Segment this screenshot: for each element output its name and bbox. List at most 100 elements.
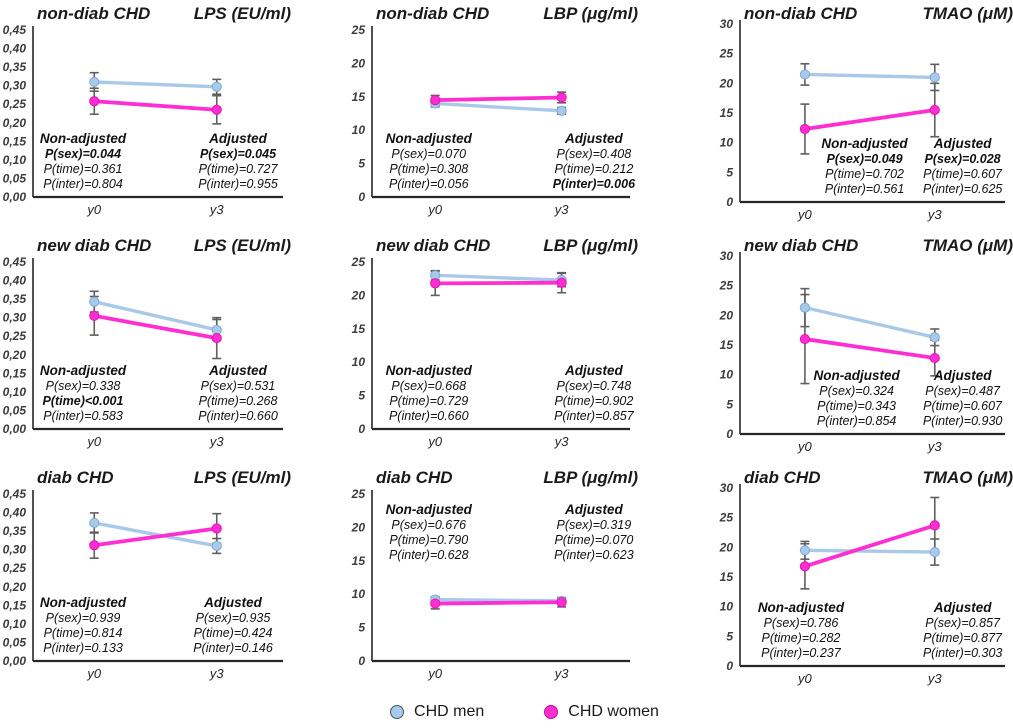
annotation-line: P(sex)=0.857 (925, 616, 1001, 630)
y-tick-label: 20 (351, 288, 366, 302)
group-title: new diab CHD (376, 236, 490, 255)
data-point-men (211, 540, 222, 552)
annotation-line: P(time)=0.070 (554, 533, 633, 547)
data-point-women (799, 561, 811, 572)
annotation-title: Adjusted (933, 600, 993, 615)
annotation-adjusted: AdjustedP(sex)=0.319P(time)=0.070P(inter… (554, 502, 634, 562)
x-tick-label: y3 (927, 207, 943, 222)
x-tick-label: y3 (554, 434, 570, 449)
annotation-line: P(time)=0.877 (923, 631, 1003, 645)
x-tick-label: y3 (209, 666, 225, 681)
data-point-men (89, 296, 100, 307)
y-tick-label: 0,10 (3, 385, 27, 399)
y-tick-label: 0,25 (3, 561, 27, 575)
x-tick-label: y0 (797, 207, 813, 222)
annotation-title: Adjusted (208, 363, 268, 378)
y-tick-label: 0,20 (3, 116, 27, 130)
y-tick-label: 0,30 (3, 543, 27, 557)
annotation-line: P(time)=0.268 (199, 394, 278, 408)
y-tick-label: 30 (720, 249, 734, 263)
annotation-title: Adjusted (933, 136, 993, 151)
annotation-line: P(inter)=0.660 (198, 409, 278, 423)
y-tick-label: 15 (720, 570, 734, 584)
data-point-women (89, 540, 100, 551)
annotation-adjusted: AdjustedP(sex)=0.045P(time)=0.727P(inter… (198, 131, 278, 191)
x-tick-label: y0 (86, 666, 102, 681)
annotation-line: P(sex)=0.028 (925, 152, 1001, 166)
legend-label-women: CHD women (568, 703, 659, 720)
y-tick-label: 20 (719, 76, 734, 90)
annotation-non-adjusted: Non-adjustedP(sex)=0.676P(time)=0.790P(i… (386, 502, 473, 562)
annotation-line: P(inter)=0.628 (389, 548, 469, 562)
annotation-adjusted: AdjustedP(sex)=0.748P(time)=0.902P(inter… (554, 363, 635, 423)
chart-diab-chd-tmao: diab CHD TMAO (μM) 0 5 10 15 20 25 30 y0 y3 Non-adj… (680, 464, 1013, 696)
annotation-line: P(sex)=0.676 (391, 518, 466, 532)
data-point-women (211, 104, 222, 115)
annotation-title: Non-adjusted (386, 502, 473, 517)
annotation-line: P(time)=0.212 (554, 162, 633, 176)
annotation-line: P(time)=0.282 (762, 631, 841, 645)
chart-plot: new diab CHD LPS (EU/ml) 0,00 0,05 0,10 0,15 0… (3, 236, 292, 449)
data-point-women (929, 520, 940, 531)
annotation-title: Non-adjusted (386, 363, 473, 378)
women-swatch-icon (544, 705, 559, 719)
y-tick-label: 0 (726, 659, 733, 673)
x-tick-label: y0 (797, 671, 813, 686)
y-tick-label: 0 (358, 422, 365, 436)
data-point-men (89, 517, 100, 529)
data-point-women (929, 352, 940, 364)
y-tick-label: 25 (719, 511, 734, 525)
annotation-line: P(inter)=0.854 (817, 414, 897, 428)
measure-title: TMAO (μM) (922, 236, 1013, 255)
annotation-line: P(inter)=0.056 (389, 177, 469, 191)
series-line-women (803, 523, 937, 569)
chart-plot: diab CHD LBP (μg/ml) 0 5 10 15 20 25 y0 y3 Non-adj… (351, 468, 639, 681)
annotation-line: P(inter)=0.930 (923, 414, 1003, 428)
annotation-title: Adjusted (564, 131, 624, 146)
annotation-line: P(time)=0.902 (554, 394, 633, 408)
annotation-line: P(inter)=0.303 (923, 646, 1003, 660)
data-point-men (799, 302, 811, 313)
annotation-line: P(sex)=0.935 (196, 611, 271, 625)
y-tick-label: 0 (358, 190, 365, 204)
legend-item-men: CHD men (390, 703, 484, 721)
series-line-women (803, 337, 937, 360)
y-tick-label: 10 (720, 136, 734, 150)
annotation-title: Non-adjusted (40, 363, 127, 378)
annotation-non-adjusted: Non-adjustedP(sex)=0.786P(time)=0.282P(i… (758, 600, 845, 660)
x-tick-label: y0 (427, 666, 443, 681)
annotation-title: Non-adjusted (821, 136, 908, 151)
annotation-title: Non-adjusted (386, 131, 473, 146)
x-tick-label: y3 (209, 202, 225, 217)
annotation-line: P(inter)=0.237 (761, 646, 842, 660)
annotation-title: Adjusted (203, 595, 263, 610)
data-point-women (430, 95, 441, 106)
x-tick-label: y3 (554, 202, 570, 217)
y-tick-label: 0,00 (3, 654, 27, 668)
x-tick-label: y3 (927, 671, 943, 686)
chart-plot: diab CHD LPS (EU/ml) 0,00 0,05 0,10 0,15 0,20 0… (3, 468, 292, 681)
chart-plot: non-diab CHD TMAO (μM) 0 5 10 15 20 25 30 y0 y3 Non… (719, 4, 1013, 222)
series-line-women (92, 526, 219, 548)
data-point-women (556, 597, 567, 608)
annotation-line: P(time)=0.790 (389, 533, 468, 547)
data-point-women (556, 92, 567, 103)
y-tick-label: 15 (720, 338, 734, 352)
men-swatch-icon (390, 705, 405, 719)
series-line-women (92, 313, 219, 340)
measure-title: TMAO (μM) (922, 468, 1013, 487)
y-tick-label: 25 (719, 279, 734, 293)
annotation-line: P(inter)=0.561 (825, 182, 905, 196)
series-line-women (433, 280, 564, 286)
annotation-line: P(time)=0.424 (194, 626, 273, 640)
y-tick-label: 15 (720, 106, 734, 120)
measure-title: LBP (μg/ml) (543, 4, 638, 23)
y-tick-label: 15 (352, 322, 366, 336)
annotation-line: P(sex)=0.338 (46, 379, 121, 393)
y-tick-label: 25 (351, 487, 366, 501)
y-tick-label: 0,30 (3, 311, 27, 325)
y-tick-label: 20 (351, 520, 366, 534)
group-title: diab CHD (37, 468, 114, 487)
group-title: non-diab CHD (744, 4, 857, 23)
